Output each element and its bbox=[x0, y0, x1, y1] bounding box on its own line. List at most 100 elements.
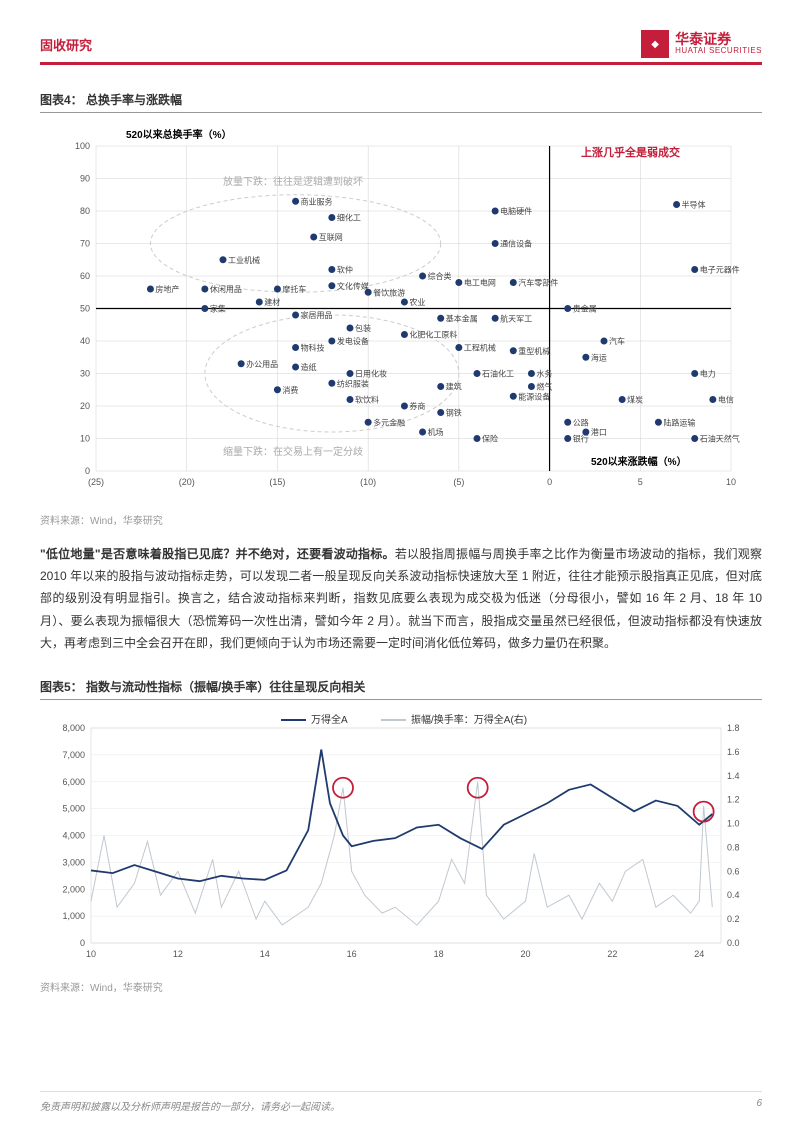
svg-text:8,000: 8,000 bbox=[62, 723, 85, 733]
svg-text:建材: 建材 bbox=[264, 297, 280, 307]
svg-text:0: 0 bbox=[547, 477, 552, 487]
svg-text:建筑: 建筑 bbox=[446, 382, 462, 392]
svg-text:3,000: 3,000 bbox=[62, 857, 85, 867]
svg-text:5,000: 5,000 bbox=[62, 804, 85, 814]
svg-text:公路: 公路 bbox=[573, 417, 589, 427]
svg-text:电信: 电信 bbox=[718, 395, 734, 405]
svg-text:0: 0 bbox=[80, 938, 85, 948]
logo-cn: 华泰证券 bbox=[675, 32, 762, 47]
svg-text:房地产: 房地产 bbox=[155, 284, 179, 294]
svg-text:汽车: 汽车 bbox=[609, 336, 625, 346]
svg-text:日用化妆: 日用化妆 bbox=[355, 369, 387, 379]
chart5-title: 图表5： 指数与流动性指标（振幅/换手率）往往呈现反向相关 bbox=[40, 672, 762, 700]
svg-text:造纸: 造纸 bbox=[301, 362, 317, 372]
svg-text:万得全A: 万得全A bbox=[311, 713, 348, 726]
svg-text:摩托车: 摩托车 bbox=[282, 284, 306, 294]
svg-text:文化传媒: 文化传媒 bbox=[337, 281, 369, 291]
para-bold: "低位地量"是否意味着股指已见底？并不绝对，还要看波动指标。 bbox=[40, 547, 395, 561]
svg-text:1.4: 1.4 bbox=[727, 771, 740, 781]
svg-text:农业: 农业 bbox=[409, 297, 425, 307]
chart4-scatter: 0102030405060708090100(25)(20)(15)(10)(5… bbox=[40, 121, 762, 506]
svg-text:工业机械: 工业机械 bbox=[228, 255, 260, 265]
svg-text:能源设备: 能源设备 bbox=[518, 391, 550, 401]
svg-text:家集: 家集 bbox=[210, 304, 226, 314]
svg-text:520以来总换手率（%）: 520以来总换手率（%） bbox=[126, 128, 232, 141]
svg-text:50: 50 bbox=[80, 304, 90, 314]
svg-text:家居用品: 家居用品 bbox=[301, 310, 333, 320]
svg-text:18: 18 bbox=[434, 949, 444, 959]
chart4-source: 资料来源：Wind，华泰研究 bbox=[40, 512, 762, 527]
svg-text:基本金属: 基本金属 bbox=[446, 313, 478, 323]
svg-text:上涨几乎全是弱成交: 上涨几乎全是弱成交 bbox=[581, 145, 680, 159]
svg-text:90: 90 bbox=[80, 174, 90, 184]
svg-text:半导体: 半导体 bbox=[682, 200, 706, 210]
svg-text:缩量下跌：在交易上有一定分歧: 缩量下跌：在交易上有一定分歧 bbox=[223, 445, 363, 458]
svg-text:贵金属: 贵金属 bbox=[573, 304, 597, 314]
footer-pagenum: 6 bbox=[756, 1098, 762, 1113]
svg-text:1,000: 1,000 bbox=[62, 911, 85, 921]
svg-text:水务: 水务 bbox=[536, 369, 552, 379]
svg-text:包装: 包装 bbox=[355, 323, 371, 333]
svg-text:0.0: 0.0 bbox=[727, 938, 740, 948]
svg-text:煤炭: 煤炭 bbox=[627, 395, 643, 405]
svg-text:港口: 港口 bbox=[591, 427, 607, 437]
svg-text:70: 70 bbox=[80, 239, 90, 249]
svg-text:振幅/换手率：万得全A(右): 振幅/换手率：万得全A(右) bbox=[411, 713, 527, 726]
svg-text:10: 10 bbox=[80, 434, 90, 444]
svg-text:细化工: 细化工 bbox=[337, 213, 361, 223]
svg-text:1.0: 1.0 bbox=[727, 818, 740, 828]
svg-text:20: 20 bbox=[520, 949, 530, 959]
svg-text:机场: 机场 bbox=[428, 427, 444, 437]
svg-text:10: 10 bbox=[86, 949, 96, 959]
svg-text:商业服务: 商业服务 bbox=[301, 196, 333, 206]
svg-text:电工电网: 电工电网 bbox=[464, 278, 496, 288]
svg-text:14: 14 bbox=[260, 949, 270, 959]
logo-icon: ◆ bbox=[641, 30, 669, 58]
svg-text:电子元器件: 电子元器件 bbox=[700, 265, 740, 275]
svg-text:80: 80 bbox=[80, 206, 90, 216]
svg-text:互联网: 互联网 bbox=[319, 233, 343, 242]
svg-text:100: 100 bbox=[75, 141, 90, 151]
svg-text:综合类: 综合类 bbox=[428, 271, 452, 281]
svg-text:办公用品: 办公用品 bbox=[246, 359, 278, 369]
svg-text:10: 10 bbox=[726, 477, 736, 487]
svg-text:6,000: 6,000 bbox=[62, 777, 85, 787]
svg-text:钢铁: 钢铁 bbox=[446, 408, 462, 418]
svg-text:化肥化工原料: 化肥化工原料 bbox=[409, 330, 457, 340]
svg-text:燃气: 燃气 bbox=[536, 382, 552, 392]
svg-text:消费: 消费 bbox=[282, 385, 298, 395]
svg-text:(15): (15) bbox=[269, 477, 285, 487]
svg-text:航天军工: 航天军工 bbox=[500, 313, 532, 323]
page-header: 固收研究 ◆ 华泰证券 HUATAI SECURITIES bbox=[40, 30, 762, 65]
svg-text:(10): (10) bbox=[360, 477, 376, 487]
svg-text:16: 16 bbox=[347, 949, 357, 959]
svg-text:0.8: 0.8 bbox=[727, 842, 740, 852]
svg-text:重型机械: 重型机械 bbox=[518, 346, 550, 356]
svg-text:通信设备: 通信设备 bbox=[500, 239, 532, 249]
svg-text:4,000: 4,000 bbox=[62, 830, 85, 840]
svg-text:60: 60 bbox=[80, 271, 90, 281]
svg-text:1.8: 1.8 bbox=[727, 723, 740, 733]
svg-text:石油天然气: 石油天然气 bbox=[700, 434, 740, 444]
svg-text:5: 5 bbox=[638, 477, 643, 487]
svg-text:餐饮旅游: 餐饮旅游 bbox=[373, 287, 405, 297]
svg-text:1.6: 1.6 bbox=[727, 747, 740, 757]
svg-text:0.2: 0.2 bbox=[727, 914, 740, 924]
svg-text:汽车零部件: 汽车零部件 bbox=[518, 278, 558, 288]
svg-text:(25): (25) bbox=[88, 477, 104, 487]
svg-text:物科技: 物科技 bbox=[301, 343, 325, 353]
svg-text:多元金融: 多元金融 bbox=[373, 417, 405, 427]
svg-text:海运: 海运 bbox=[591, 352, 607, 362]
svg-text:发电设备: 发电设备 bbox=[337, 336, 369, 346]
chart4-title: 图表4： 总换手率与涨跌幅 bbox=[40, 85, 762, 113]
svg-text:2,000: 2,000 bbox=[62, 884, 85, 894]
svg-text:休闲用品: 休闲用品 bbox=[210, 284, 242, 294]
svg-text:纺织服装: 纺织服装 bbox=[337, 378, 369, 388]
svg-text:24: 24 bbox=[694, 949, 704, 959]
svg-text:7,000: 7,000 bbox=[62, 750, 85, 760]
svg-text:40: 40 bbox=[80, 336, 90, 346]
svg-text:0: 0 bbox=[85, 466, 90, 476]
svg-text:22: 22 bbox=[607, 949, 617, 959]
svg-text:电力: 电力 bbox=[700, 369, 716, 379]
svg-text:工程机械: 工程机械 bbox=[464, 343, 496, 353]
